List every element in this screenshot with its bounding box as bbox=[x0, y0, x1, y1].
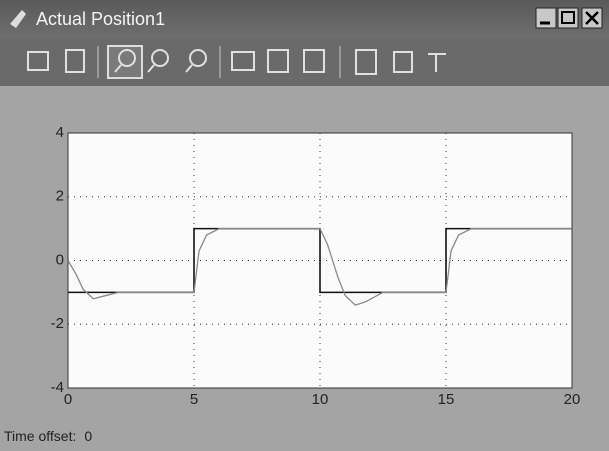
toolbar-icons bbox=[27, 45, 446, 79]
y-tick-label: 4 bbox=[56, 124, 64, 141]
chart: -4 -2 0 2 4 0 5 10 15 20 bbox=[51, 124, 581, 408]
title-bar: Actual Position1 bbox=[0, 0, 609, 38]
zoom-y-button[interactable] bbox=[189, 49, 207, 67]
x-tick-label: 0 bbox=[64, 391, 72, 408]
zoom-button[interactable] bbox=[107, 45, 143, 79]
save-axes-button[interactable] bbox=[267, 49, 289, 73]
y-tick-label: -4 bbox=[51, 379, 64, 396]
status-bar: Time offset: 0 bbox=[4, 428, 100, 444]
time-offset-label: Time offset: bbox=[4, 428, 77, 444]
floating-scope-button[interactable] bbox=[355, 49, 377, 75]
time-offset-value: 0 bbox=[84, 428, 93, 444]
zoom-x-button[interactable] bbox=[151, 49, 169, 67]
x-tick-label: 20 bbox=[564, 391, 581, 408]
series-line bbox=[67, 227, 572, 306]
params-button[interactable] bbox=[65, 49, 85, 73]
app-icon bbox=[10, 10, 26, 28]
x-tick-label: 15 bbox=[438, 391, 455, 408]
title-icons bbox=[10, 7, 603, 29]
restore-axes-button[interactable] bbox=[303, 49, 325, 73]
y-tick-label: 0 bbox=[56, 251, 64, 268]
autoscale-button[interactable] bbox=[231, 51, 255, 71]
toolbar bbox=[0, 38, 609, 86]
signal-select-button[interactable] bbox=[428, 53, 446, 72]
y-tick-label: 2 bbox=[56, 188, 64, 205]
series-line bbox=[68, 227, 572, 294]
print-button[interactable] bbox=[27, 51, 49, 71]
y-tick-label: -2 bbox=[51, 315, 64, 332]
minimize-button[interactable] bbox=[535, 7, 557, 29]
window-title: Actual Position1 bbox=[36, 9, 166, 29]
lock-button[interactable] bbox=[393, 51, 413, 73]
x-tick-label: 5 bbox=[190, 391, 198, 408]
x-tick-label: 10 bbox=[312, 391, 329, 408]
